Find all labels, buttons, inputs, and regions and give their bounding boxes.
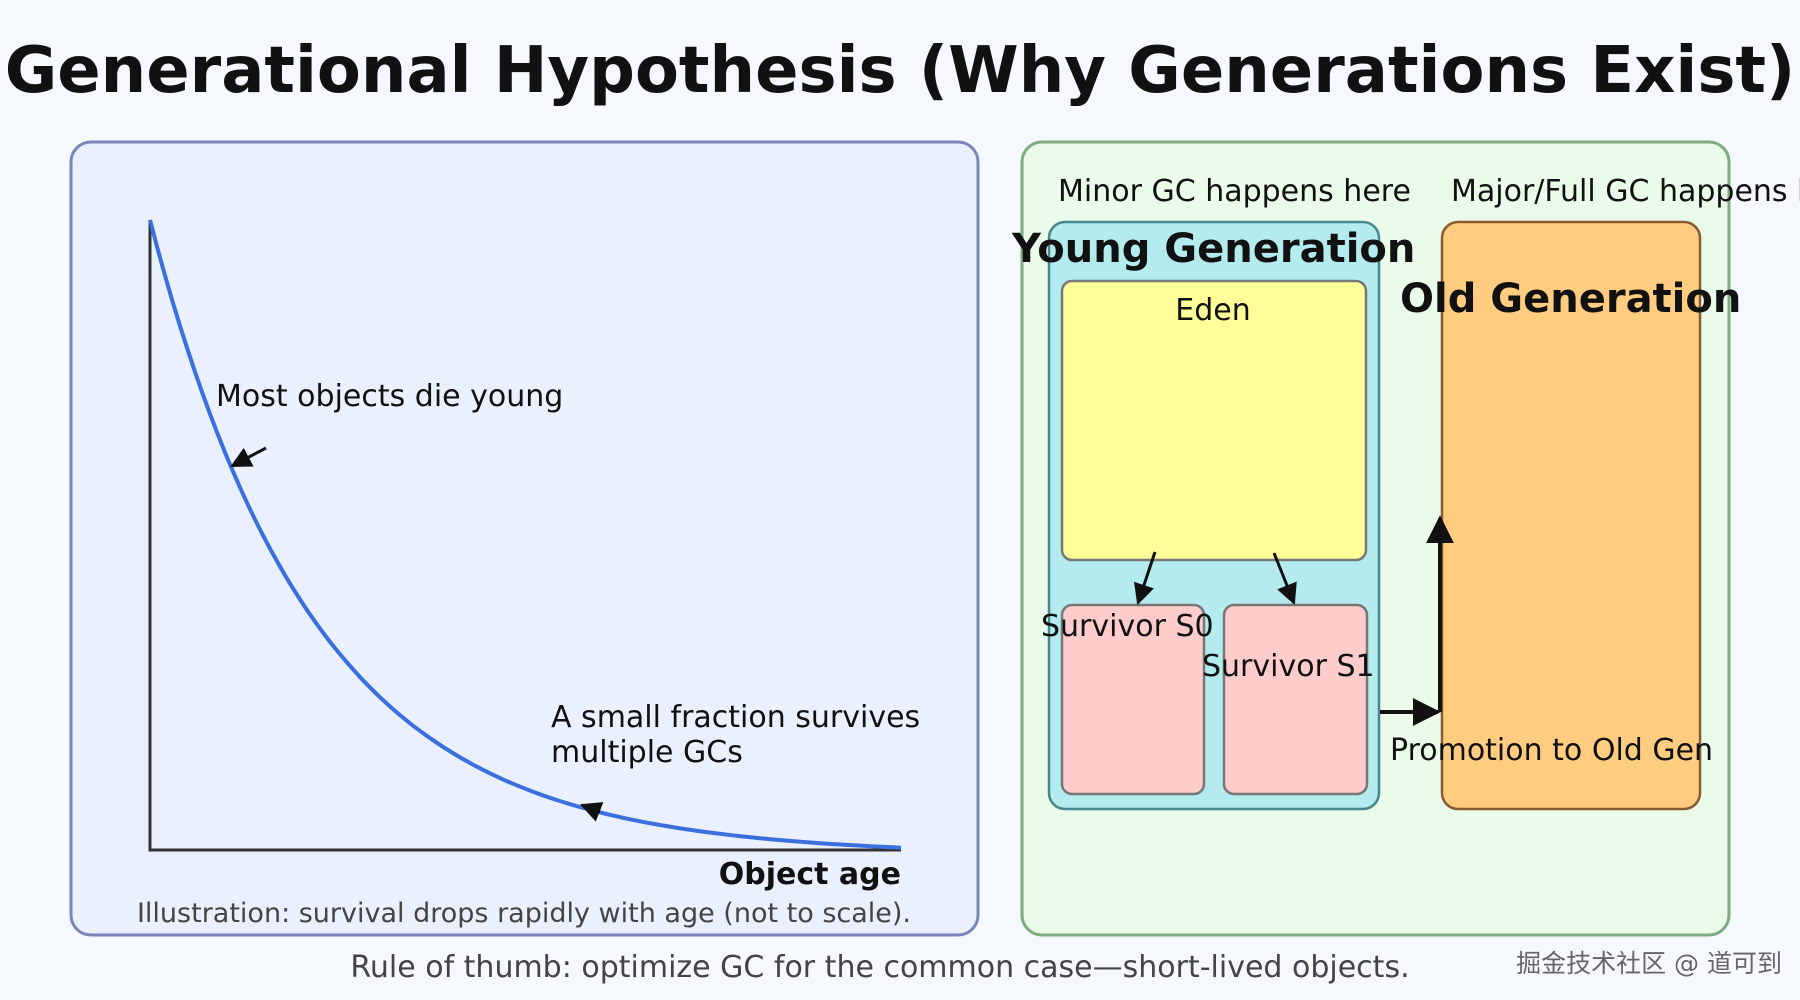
survivor-s1-box bbox=[1222, 603, 1369, 796]
promotion-label: Promotion to Old Gen bbox=[1390, 733, 1713, 768]
caption: Illustration: survival drops rapidly wit… bbox=[137, 898, 911, 929]
minor-gc-label: Minor GC happens here bbox=[1058, 174, 1411, 209]
eden-box bbox=[1060, 279, 1368, 562]
footer-note: Rule of thumb: optimize GC for the commo… bbox=[350, 950, 1409, 985]
axes bbox=[148, 220, 901, 852]
x-axis-label: Object age bbox=[719, 857, 901, 892]
survival-curve bbox=[148, 219, 902, 850]
survivor-s0-box bbox=[1060, 603, 1206, 796]
old-generation-title: Old Generation bbox=[1400, 276, 1741, 322]
most-die-label: Most objects die young bbox=[216, 379, 563, 414]
young-generation-title: Young Generation bbox=[1011, 226, 1415, 272]
most-die-arrow bbox=[230, 446, 267, 468]
major-gc-label: Major/Full GC happens here bbox=[1451, 174, 1800, 209]
watermark: 掘金技术社区 @ 道可到 bbox=[1516, 949, 1782, 978]
survivors-label-line2: multiple GCs bbox=[551, 735, 743, 770]
survivors-label-line1: A small fraction survives bbox=[551, 700, 920, 735]
survival-panel bbox=[69, 140, 980, 937]
survivors-arrow bbox=[580, 802, 604, 822]
survivor-s0-label: Survivor S0 bbox=[1041, 609, 1214, 644]
eden-label: Eden bbox=[1175, 293, 1250, 328]
survivor-s1-label: Survivor S1 bbox=[1202, 649, 1375, 684]
eden-to-s0-arrow bbox=[1134, 551, 1157, 605]
page-title: Generational Hypothesis (Why Generations… bbox=[5, 34, 1796, 108]
eden-to-s1-arrow bbox=[1272, 552, 1297, 605]
